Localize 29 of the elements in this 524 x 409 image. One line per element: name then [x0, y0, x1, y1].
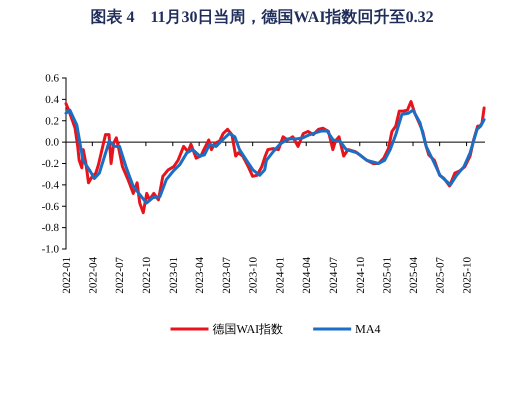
- x-tick-label: 2024-01: [274, 257, 287, 294]
- chart-title: 图表 4 11月30日当周，德国WAI指数回升至0.32: [90, 8, 434, 26]
- x-tick-label: 2025-01: [382, 257, 394, 294]
- y-tick-label: -0.4: [42, 179, 60, 192]
- line-series: [64, 108, 486, 205]
- x-tick-label: 2023-04: [194, 256, 206, 294]
- x-tick-label: 2024-10: [354, 256, 367, 294]
- y-tick-label: -0.8: [42, 222, 60, 234]
- x-tick-label: 2025-07: [434, 256, 447, 294]
- y-tick-label: -0.6: [42, 200, 60, 213]
- x-tick-label: 2025-04: [408, 256, 420, 294]
- legend-label: 德国WAI指数: [212, 322, 284, 336]
- x-tick-label: 2022-07: [114, 256, 126, 294]
- legend-label: MA4: [355, 322, 381, 336]
- y-tick-label: 0.2: [45, 115, 59, 128]
- y-tick-label: 0.0: [45, 136, 60, 149]
- x-tick-label: 2024-04: [301, 256, 314, 294]
- x-tick-label: 2022-10: [140, 256, 153, 294]
- x-tick-label: 2024-07: [328, 256, 340, 294]
- y-tick-label: -0.2: [42, 158, 59, 170]
- y-tick-label: -1.0: [42, 244, 60, 256]
- y-tick-label: 0.4: [45, 94, 60, 106]
- x-tick-label: 2023-10: [248, 256, 260, 294]
- x-tick-label: 2022-01: [61, 257, 73, 294]
- x-tick-label: 2025-10: [462, 256, 474, 294]
- x-tick-label: 2023-07: [220, 256, 233, 294]
- y-tick-label: 0.6: [45, 72, 60, 85]
- x-tick-label: 2023-01: [168, 257, 180, 294]
- x-tick-label: 2022-04: [87, 256, 100, 294]
